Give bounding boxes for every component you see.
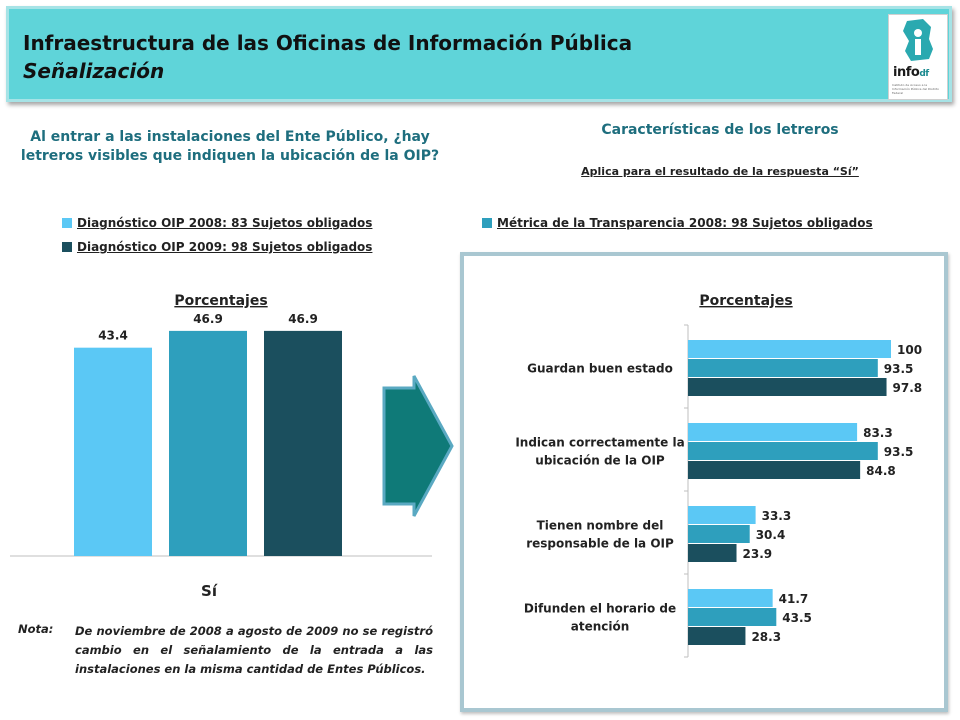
legend-item-2009: Diagnóstico OIP 2009: 98 Sujetos obligad…	[62, 240, 372, 254]
infodf-logo: infodf Instituto de Acceso a la Informac…	[888, 14, 948, 100]
right-bar-c1-s3	[688, 378, 887, 396]
right-chart-title-porcentajes: Porcentajes	[699, 293, 792, 309]
right-bar-c4-s1	[688, 589, 773, 607]
right-bar-value-c3-s3: 23.9	[743, 547, 773, 561]
right-category-label-3: Tienen nombre del responsable de la OIP	[526, 519, 674, 551]
right-chart-note: Aplica para el resultado de la respuesta…	[581, 165, 859, 178]
right-bar-c2-s1	[688, 423, 858, 441]
right-bar-value-c3-s1: 33.3	[762, 509, 792, 523]
legend-label-2008: Diagnóstico OIP 2008: 83 Sujetos obligad…	[77, 216, 373, 230]
right-category-line-2-2: ubicación de la OIP	[535, 454, 665, 468]
right-category-line-4-2: atención	[571, 620, 630, 634]
right-category-line-3-2: responsable de la OIP	[526, 537, 674, 551]
logo-emblem-icon	[903, 19, 933, 61]
right-category-line-3-1: Tienen nombre del	[537, 519, 664, 533]
legend-item-2008: Diagnóstico OIP 2008: 83 Sujetos obligad…	[62, 216, 372, 230]
right-bar-value-c1-s1: 100	[897, 343, 922, 357]
left-bar-value-3: 46.9	[288, 312, 318, 326]
left-bar-value-2: 46.9	[193, 312, 223, 326]
right-bar-value-c2-s2: 93.5	[884, 445, 914, 459]
right-bar-value-c4-s3: 28.3	[751, 630, 781, 644]
right-bar-c4-s2	[688, 608, 777, 626]
legend-label-2009: Diagnóstico OIP 2009: 98 Sujetos obligad…	[77, 240, 373, 254]
legend-swatch-metrica	[482, 218, 492, 228]
right-chart: Porcentajes 100 93.5 97.8 Guardan buen estad…	[515, 293, 923, 658]
legend-item-metrica: Métrica de la Transparencia 2008: 98 Suj…	[482, 216, 873, 230]
right-category-line-4-1: Difunden el horario de	[524, 602, 676, 616]
right-category-line-2-1: Indican correctamente la	[515, 436, 684, 450]
logo-suffix: df	[919, 69, 929, 79]
right-bar-value-c2-s1: 83.3	[863, 426, 893, 440]
left-bar-2	[169, 330, 247, 556]
left-bar-1	[74, 347, 152, 556]
logo-caption: Instituto de Acceso a la Información Púb…	[892, 83, 939, 95]
right-bar-c1-s2	[688, 359, 878, 377]
logo-wordmark: infodf	[893, 65, 929, 80]
page-title: Infraestructura de las Oficinas de Infor…	[23, 31, 633, 55]
left-chart-question: Al entrar a las instalaciones del Ente P…	[20, 129, 440, 164]
right-bar-c4-s3	[688, 627, 746, 645]
nota-label: Nota:	[18, 622, 54, 636]
nota-text: De noviembre de 2008 a agosto de 2009 no…	[75, 624, 433, 676]
left-bar-3	[264, 330, 342, 556]
legend-label-metrica: Métrica de la Transparencia 2008: 98 Suj…	[497, 216, 873, 230]
right-bar-value-c1-s2: 93.5	[884, 362, 914, 376]
page-subtitle: Señalización	[23, 59, 165, 83]
arrow-right-icon	[382, 375, 454, 517]
right-bar-value-c4-s2: 43.5	[782, 611, 812, 625]
right-chart-title: Características de los letreros	[601, 122, 839, 138]
right-bar-value-c4-s1: 41.7	[779, 592, 809, 606]
right-category-line-1-1: Guardan buen estado	[527, 362, 673, 376]
right-bar-value-c3-s2: 30.4	[756, 528, 786, 542]
header-banner: Infraestructura de las Oficinas de Infor…	[6, 6, 952, 102]
left-chart: Porcentajes 43.4 46.9 46.9 Sí	[10, 293, 432, 600]
right-category-label-2: Indican correctamente la ubicación de la …	[515, 436, 684, 468]
right-bar-c3-s3	[688, 544, 737, 562]
left-bar-value-1: 43.4	[98, 329, 128, 343]
right-category-label-4: Difunden el horario de atención	[524, 602, 676, 634]
left-chart-title: Porcentajes	[174, 293, 267, 309]
legend-swatch-2008	[62, 218, 72, 228]
legend-swatch-2009	[62, 242, 72, 252]
right-bar-c1-s1	[688, 340, 891, 358]
right-category-label-1: Guardan buen estado	[527, 362, 673, 376]
left-category-label: Sí	[201, 582, 218, 600]
right-bar-c3-s1	[688, 506, 756, 524]
right-bar-value-c1-s3: 97.8	[893, 381, 923, 395]
right-bar-c2-s2	[688, 442, 878, 460]
right-bar-c3-s2	[688, 525, 750, 543]
logo-word: info	[893, 65, 920, 80]
right-bar-c2-s3	[688, 461, 861, 479]
right-bar-value-c2-s3: 84.8	[866, 464, 896, 478]
